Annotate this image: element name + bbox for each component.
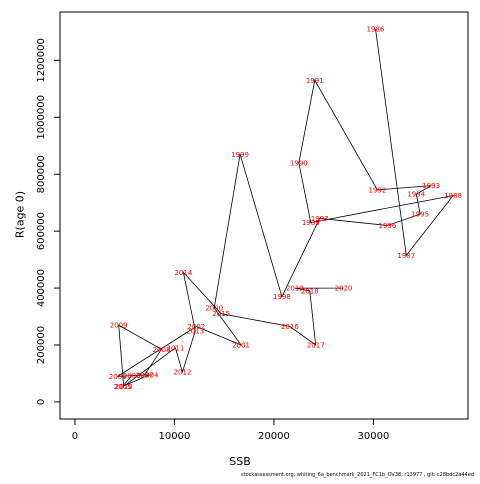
x-tick-label: 0 — [72, 431, 78, 442]
y-tick-label: 200000 — [36, 326, 47, 364]
year-point-label: 1998 — [273, 293, 291, 301]
year-point-label: 2012 — [173, 369, 191, 377]
x-tick-label: 30000 — [358, 431, 390, 442]
year-point-label: 2017 — [307, 342, 325, 350]
series-line — [116, 29, 455, 388]
year-point-label: 2009 — [110, 322, 128, 330]
year-point-label: 2020 — [335, 285, 353, 293]
year-point-label: 2006 — [123, 372, 141, 380]
year-point-label: 2014 — [174, 269, 192, 277]
x-tick-label: 10000 — [159, 431, 191, 442]
year-point-label: 1986 — [367, 26, 385, 34]
y-tick-label: 1000000 — [36, 95, 47, 140]
year-point-label: 2001 — [232, 342, 250, 350]
y-tick-label: 800000 — [36, 155, 47, 193]
year-point-label: 1992 — [369, 186, 387, 194]
year-point-label: 1995 — [411, 211, 429, 219]
year-point-label: 2019 — [286, 285, 304, 293]
year-point-label: 2015 — [212, 310, 230, 318]
year-point-label: 1999 — [231, 151, 249, 159]
year-point-label: 2003 — [109, 373, 127, 381]
year-point-label: 1987 — [397, 252, 415, 260]
y-tick-label: 600000 — [36, 212, 47, 250]
year-point-label: 2004 — [141, 371, 159, 379]
y-tick-label: 400000 — [36, 269, 47, 307]
x-axis-label: SSB — [229, 455, 251, 468]
year-point-label: 1997 — [311, 215, 329, 223]
y-tick-label: 0 — [36, 399, 47, 405]
year-point-label: 2016 — [281, 323, 299, 331]
year-point-label: 2007 — [136, 371, 154, 379]
year-point-label: 1990 — [290, 159, 308, 167]
year-point-label: 2005 — [114, 383, 132, 391]
footer-note: stockassessment.org, whiting_6a_benchmar… — [241, 472, 474, 478]
year-point-label: 2002 — [187, 323, 205, 331]
year-point-label: 1993 — [422, 182, 440, 190]
year-point-label: 1994 — [407, 191, 425, 199]
y-tick-label: 1200000 — [36, 38, 47, 83]
year-point-label: 1996 — [378, 222, 396, 230]
year-point-label: 2008 — [153, 346, 171, 354]
year-point-label: 2010 — [115, 383, 133, 391]
x-tick-label: 20000 — [258, 431, 290, 442]
year-point-label: 1988 — [444, 192, 462, 200]
year-point-label: 2000 — [205, 305, 223, 313]
year-point-label: 1989 — [302, 219, 320, 227]
plot-frame — [59, 11, 469, 420]
year-point-label: 2018 — [301, 287, 319, 295]
year-point-label: 2013 — [186, 327, 204, 335]
y-axis-label: R(age 0) — [13, 190, 27, 239]
year-point-label: 2011 — [167, 344, 185, 352]
year-point-label: 1991 — [306, 77, 324, 85]
